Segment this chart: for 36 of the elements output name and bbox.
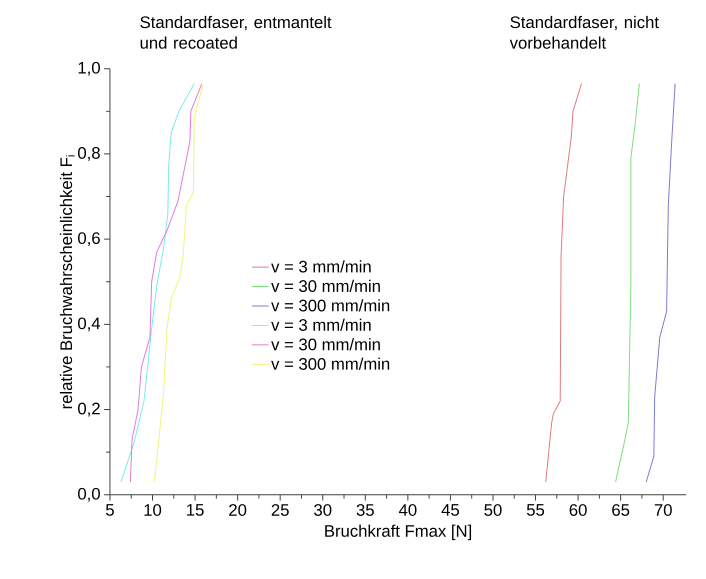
y-axis-title: relative Bruchwahrscheinlichkeit F$_{i}$: [60, 155, 75, 408]
x-tick-label: 10: [144, 504, 162, 516]
line-series: [154, 85, 204, 482]
line-series: [130, 83, 202, 482]
y-tick-label: 0,6: [78, 232, 100, 246]
legend-label: v = 300 mm/min: [271, 357, 390, 370]
y-tick-label: 0,4: [78, 317, 100, 332]
legend-label: v = 30 mm/min: [271, 280, 380, 292]
x-tick-label: 20: [229, 504, 246, 516]
legend-label: v = 300 mm/min: [271, 299, 390, 312]
y-tick-label: 0,8: [78, 146, 100, 161]
x-tick-label: 70: [654, 504, 672, 516]
x-tick-label: 30: [314, 504, 332, 516]
line-series: [646, 83, 676, 482]
line-series: [545, 83, 582, 482]
x-tick-label: 40: [398, 504, 416, 516]
x-tick-label: 15: [187, 504, 204, 516]
x-tick-label: 55: [526, 504, 544, 516]
x-tick-label: 5: [106, 504, 114, 516]
x-tick-label: 65: [612, 504, 630, 516]
y-tick-label: 0,2: [78, 402, 100, 416]
legend-label: v = 3 mm/min: [271, 318, 371, 331]
legend-label: v = 3 mm/min: [271, 260, 371, 272]
x-tick-label: 35: [356, 504, 374, 516]
text: Standardfaser, entmantelt und recoated: [140, 16, 332, 49]
x-tick-label: 45: [442, 504, 459, 516]
x-axis-title: Bruchkraft Fmax [N]: [325, 524, 472, 540]
line-series: [615, 83, 640, 482]
x-tick-label: 60: [570, 504, 587, 516]
legend-label: v = 30 mm/min: [271, 338, 380, 350]
x-tick-label: 50: [484, 504, 502, 516]
y-tick-label: 1,0: [78, 62, 100, 76]
x-tick-label: 25: [272, 504, 289, 516]
text: Standardfaser, nicht vorbehandelt: [510, 16, 659, 49]
line-series: [120, 83, 195, 482]
y-tick-label: 0,0: [78, 488, 100, 502]
